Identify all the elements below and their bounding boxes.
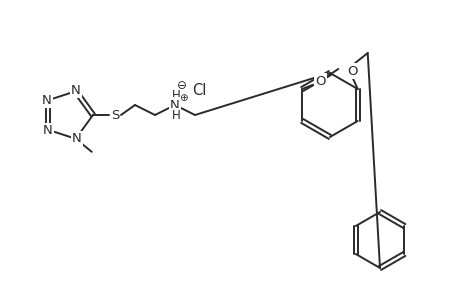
Text: ⊖: ⊖	[177, 79, 186, 92]
Text: N: N	[170, 98, 179, 112]
Text: H: H	[171, 88, 180, 101]
Text: O: O	[314, 74, 325, 88]
Text: Cl: Cl	[191, 82, 206, 98]
Text: O: O	[347, 64, 357, 77]
Text: N: N	[72, 132, 81, 145]
Text: ⊕: ⊕	[178, 93, 187, 103]
Text: N: N	[42, 94, 51, 107]
Text: H: H	[171, 109, 180, 122]
Text: S: S	[111, 109, 119, 122]
Text: N: N	[43, 124, 52, 137]
Text: N: N	[71, 84, 80, 97]
